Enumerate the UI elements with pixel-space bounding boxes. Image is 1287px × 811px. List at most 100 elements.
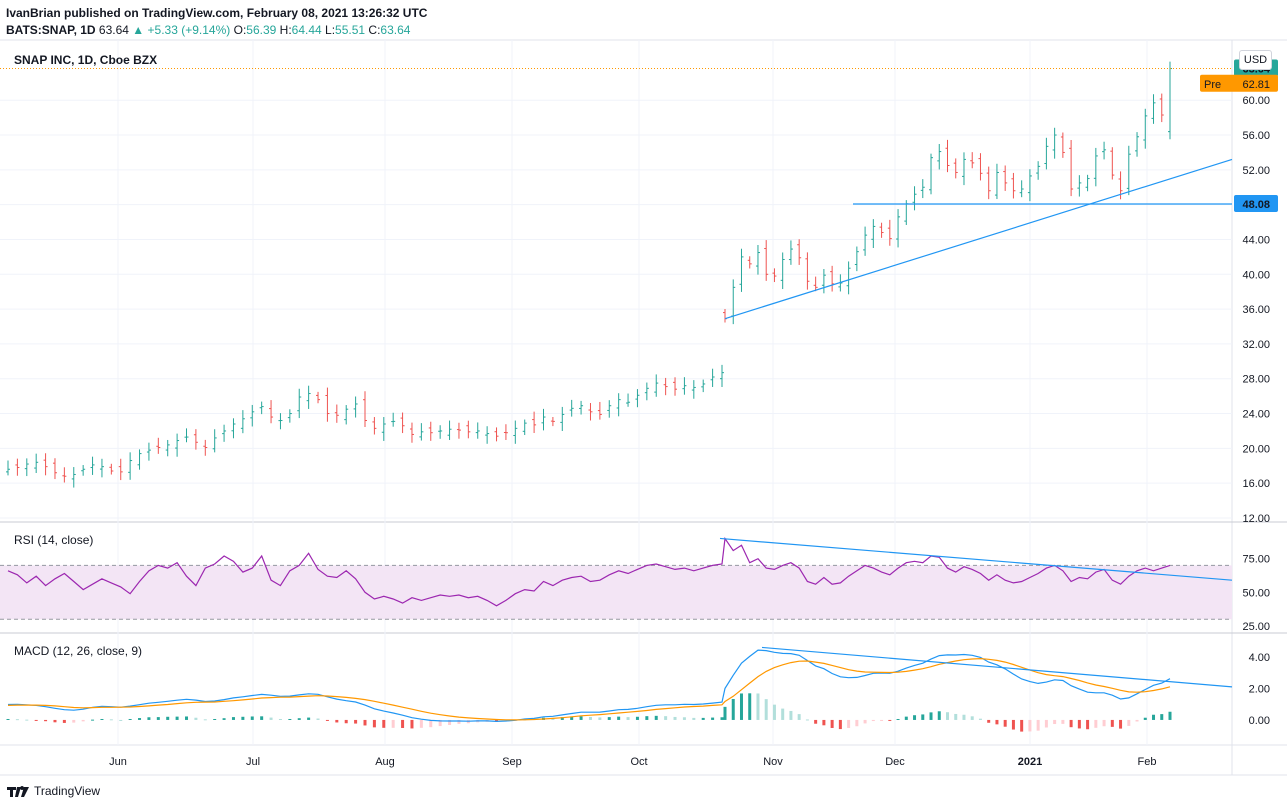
ohlc-bar bbox=[846, 261, 851, 295]
macd-histogram-bar bbox=[772, 704, 776, 720]
price-tick-label: 12.00 bbox=[1242, 513, 1270, 525]
currency-button[interactable]: USD bbox=[1239, 50, 1272, 70]
macd-histogram-bar bbox=[269, 717, 273, 720]
macd-histogram-bar bbox=[185, 716, 188, 720]
macd-histogram-bar bbox=[419, 719, 423, 728]
ohlc-bar bbox=[813, 276, 818, 292]
macd-histogram-bar bbox=[1069, 719, 1073, 728]
macd-histogram-bar bbox=[15, 719, 19, 721]
macd-histogram-bar bbox=[1011, 719, 1015, 730]
time-tick-label: Feb bbox=[1138, 756, 1157, 768]
ohlc-bar bbox=[616, 393, 621, 417]
ohlc-bar bbox=[644, 382, 649, 401]
ohlc-bar bbox=[720, 364, 724, 388]
publisher-line: IvanBrian published on TradingView.com, … bbox=[6, 6, 427, 20]
ohlc-bar bbox=[184, 428, 189, 443]
ohlc-bar bbox=[739, 248, 744, 292]
premarket-tag bbox=[1200, 74, 1278, 92]
macd-histogram-bar bbox=[213, 718, 217, 720]
macd-histogram-bar bbox=[335, 719, 339, 723]
macd-histogram-bar bbox=[682, 717, 686, 720]
macd-histogram-bar bbox=[354, 719, 358, 724]
price-tick-label: 52.00 bbox=[1242, 165, 1270, 177]
macd-histogram-bar bbox=[344, 719, 348, 724]
ohlc-bar bbox=[701, 379, 706, 393]
ohlc-bar bbox=[278, 413, 283, 430]
macd-histogram-bar bbox=[654, 715, 658, 720]
macd-histogram-bar bbox=[748, 693, 752, 720]
price-tick-label: 24.00 bbox=[1242, 409, 1270, 421]
price-tick-label: 32.00 bbox=[1242, 339, 1270, 351]
ohlc-bar bbox=[579, 400, 584, 415]
ohlc-bar bbox=[1151, 94, 1156, 124]
ohlc-bar bbox=[1060, 132, 1065, 158]
macd-histogram-bar bbox=[805, 719, 809, 721]
macd-histogram-bar bbox=[1020, 719, 1024, 732]
macd-histogram-bar bbox=[1086, 719, 1090, 730]
rsi-tick-label: 25.00 bbox=[1242, 621, 1270, 633]
ohlc-bar bbox=[1027, 169, 1032, 202]
macd-histogram-bar bbox=[645, 716, 649, 720]
premarket-value: 62.81 bbox=[1242, 79, 1270, 91]
ohlc-bar bbox=[475, 422, 480, 439]
ohlc-bar bbox=[62, 467, 67, 483]
macd-histogram-bar bbox=[382, 719, 386, 728]
macd-histogram-bar bbox=[1160, 714, 1164, 720]
macd-histogram-bar bbox=[720, 717, 724, 720]
macd-histogram-bar bbox=[222, 718, 226, 720]
macd-histogram-bar bbox=[81, 719, 85, 722]
ohlc-bar bbox=[912, 186, 917, 211]
ohlc-bar bbox=[466, 420, 471, 439]
price-tick-label: 60.00 bbox=[1242, 95, 1270, 107]
macd-histogram-bar bbox=[448, 719, 452, 725]
footer-brand: TradingView bbox=[34, 784, 101, 798]
macd-histogram-bar bbox=[231, 717, 235, 720]
macd-histogram-bar bbox=[1102, 719, 1106, 727]
ohlc-bar bbox=[805, 252, 810, 290]
symbol-line: BATS:SNAP, 1D 63.64 ▲ +5.33 (+9.14%) O:5… bbox=[6, 23, 410, 37]
ohlc-bar bbox=[597, 401, 602, 420]
macd-histogram-bar bbox=[53, 719, 57, 723]
ohlc-bar bbox=[731, 279, 736, 325]
ohlc-bar bbox=[821, 269, 826, 294]
ohlc-bar bbox=[137, 449, 142, 470]
macd-histogram-bar bbox=[1119, 719, 1123, 729]
price-change: +5.33 (+9.14%) bbox=[147, 23, 231, 37]
ohlc-bar bbox=[52, 458, 57, 480]
macd-histogram-bar bbox=[570, 716, 574, 720]
macd-histogram-bar bbox=[1077, 719, 1081, 729]
macd-tick-label: 2.00 bbox=[1249, 683, 1270, 695]
ohlc-bar bbox=[635, 389, 640, 408]
macd-histogram-bar bbox=[970, 716, 974, 720]
macd-histogram-bar bbox=[692, 717, 696, 720]
macd-histogram-bar bbox=[128, 718, 132, 720]
ohlc-bar bbox=[1135, 132, 1140, 157]
ohlc-bar bbox=[1143, 108, 1148, 149]
macd-histogram-bar bbox=[288, 718, 292, 720]
ohlc-bar bbox=[71, 467, 76, 488]
ohlc-bar bbox=[532, 411, 537, 433]
ohlc-bar bbox=[456, 422, 461, 439]
macd-histogram-bar bbox=[363, 719, 367, 726]
macd-histogram-bar bbox=[913, 715, 917, 720]
ohlc-bar bbox=[109, 463, 114, 475]
ohlc-bar bbox=[797, 239, 802, 265]
ohlc-bar bbox=[788, 240, 793, 265]
ohlc-bar bbox=[970, 152, 975, 169]
macd-histogram-bar bbox=[203, 719, 207, 721]
macd-histogram-bar bbox=[1036, 719, 1040, 731]
ohlc-bar bbox=[128, 452, 133, 480]
macd-histogram-bar bbox=[781, 708, 785, 720]
ohlc-bar bbox=[953, 158, 958, 179]
macd-histogram-bar bbox=[723, 706, 727, 720]
macd-histogram-bar bbox=[764, 699, 768, 720]
ohlc-bar bbox=[994, 163, 999, 200]
price-trendline bbox=[724, 158, 1233, 320]
macd-histogram-bar bbox=[929, 712, 933, 720]
ohlc-bar bbox=[297, 388, 302, 419]
macd-histogram-bar bbox=[410, 719, 414, 729]
ohlc-bar bbox=[391, 412, 396, 427]
rsi-tick-label: 75.00 bbox=[1242, 554, 1270, 566]
ohlc-bar bbox=[419, 423, 424, 441]
